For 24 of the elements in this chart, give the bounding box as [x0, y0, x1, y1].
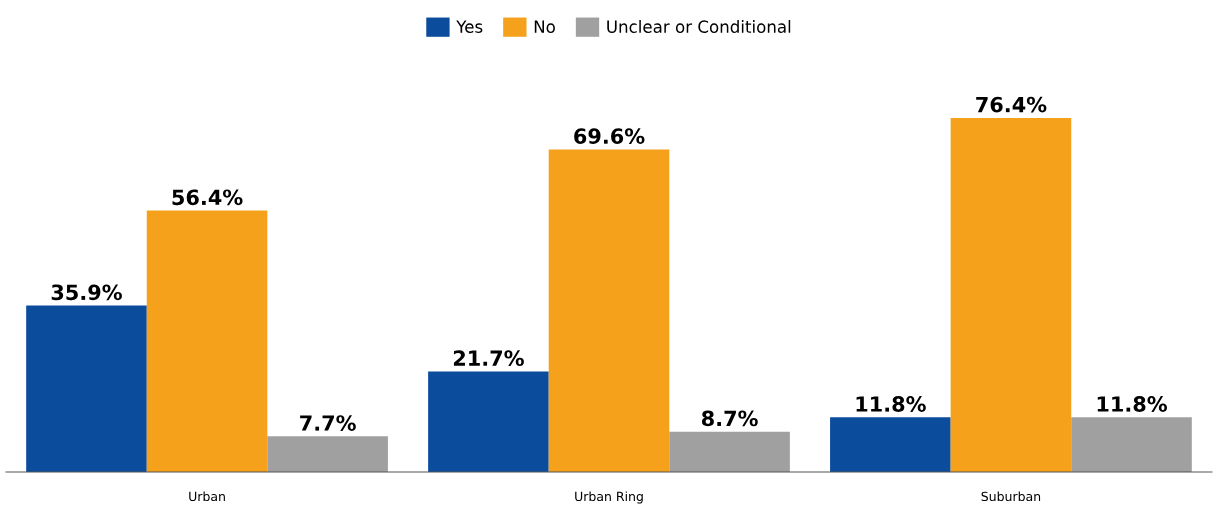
- bar: [26, 305, 147, 472]
- bar: [428, 371, 549, 472]
- legend-label: No: [534, 20, 555, 33]
- data-label: 8.7%: [701, 410, 758, 427]
- bar: [1071, 417, 1192, 472]
- data-label: 11.8%: [856, 396, 926, 412]
- legend-label: Yes: [456, 20, 483, 33]
- bar: [669, 431, 790, 472]
- data-label: 21.7%: [453, 350, 524, 366]
- data-label: 11.8%: [1097, 396, 1167, 412]
- data-label: 76.4%: [976, 96, 1047, 113]
- data-label: 7.7%: [300, 415, 356, 431]
- bar: [830, 417, 951, 472]
- data-label: 35.9%: [51, 284, 122, 301]
- bar: [548, 149, 670, 472]
- data-label: 69.6%: [574, 128, 645, 144]
- bar: [146, 210, 268, 472]
- data-label: 56.4%: [172, 189, 243, 206]
- bar: [267, 436, 388, 472]
- legend-label: Unclear or Conditional: [607, 20, 791, 33]
- x-tick-label: Urban: [189, 491, 225, 502]
- bar: [950, 117, 1072, 472]
- x-tick-label: Suburban: [981, 491, 1041, 502]
- x-tick-label: Urban Ring: [575, 491, 643, 504]
